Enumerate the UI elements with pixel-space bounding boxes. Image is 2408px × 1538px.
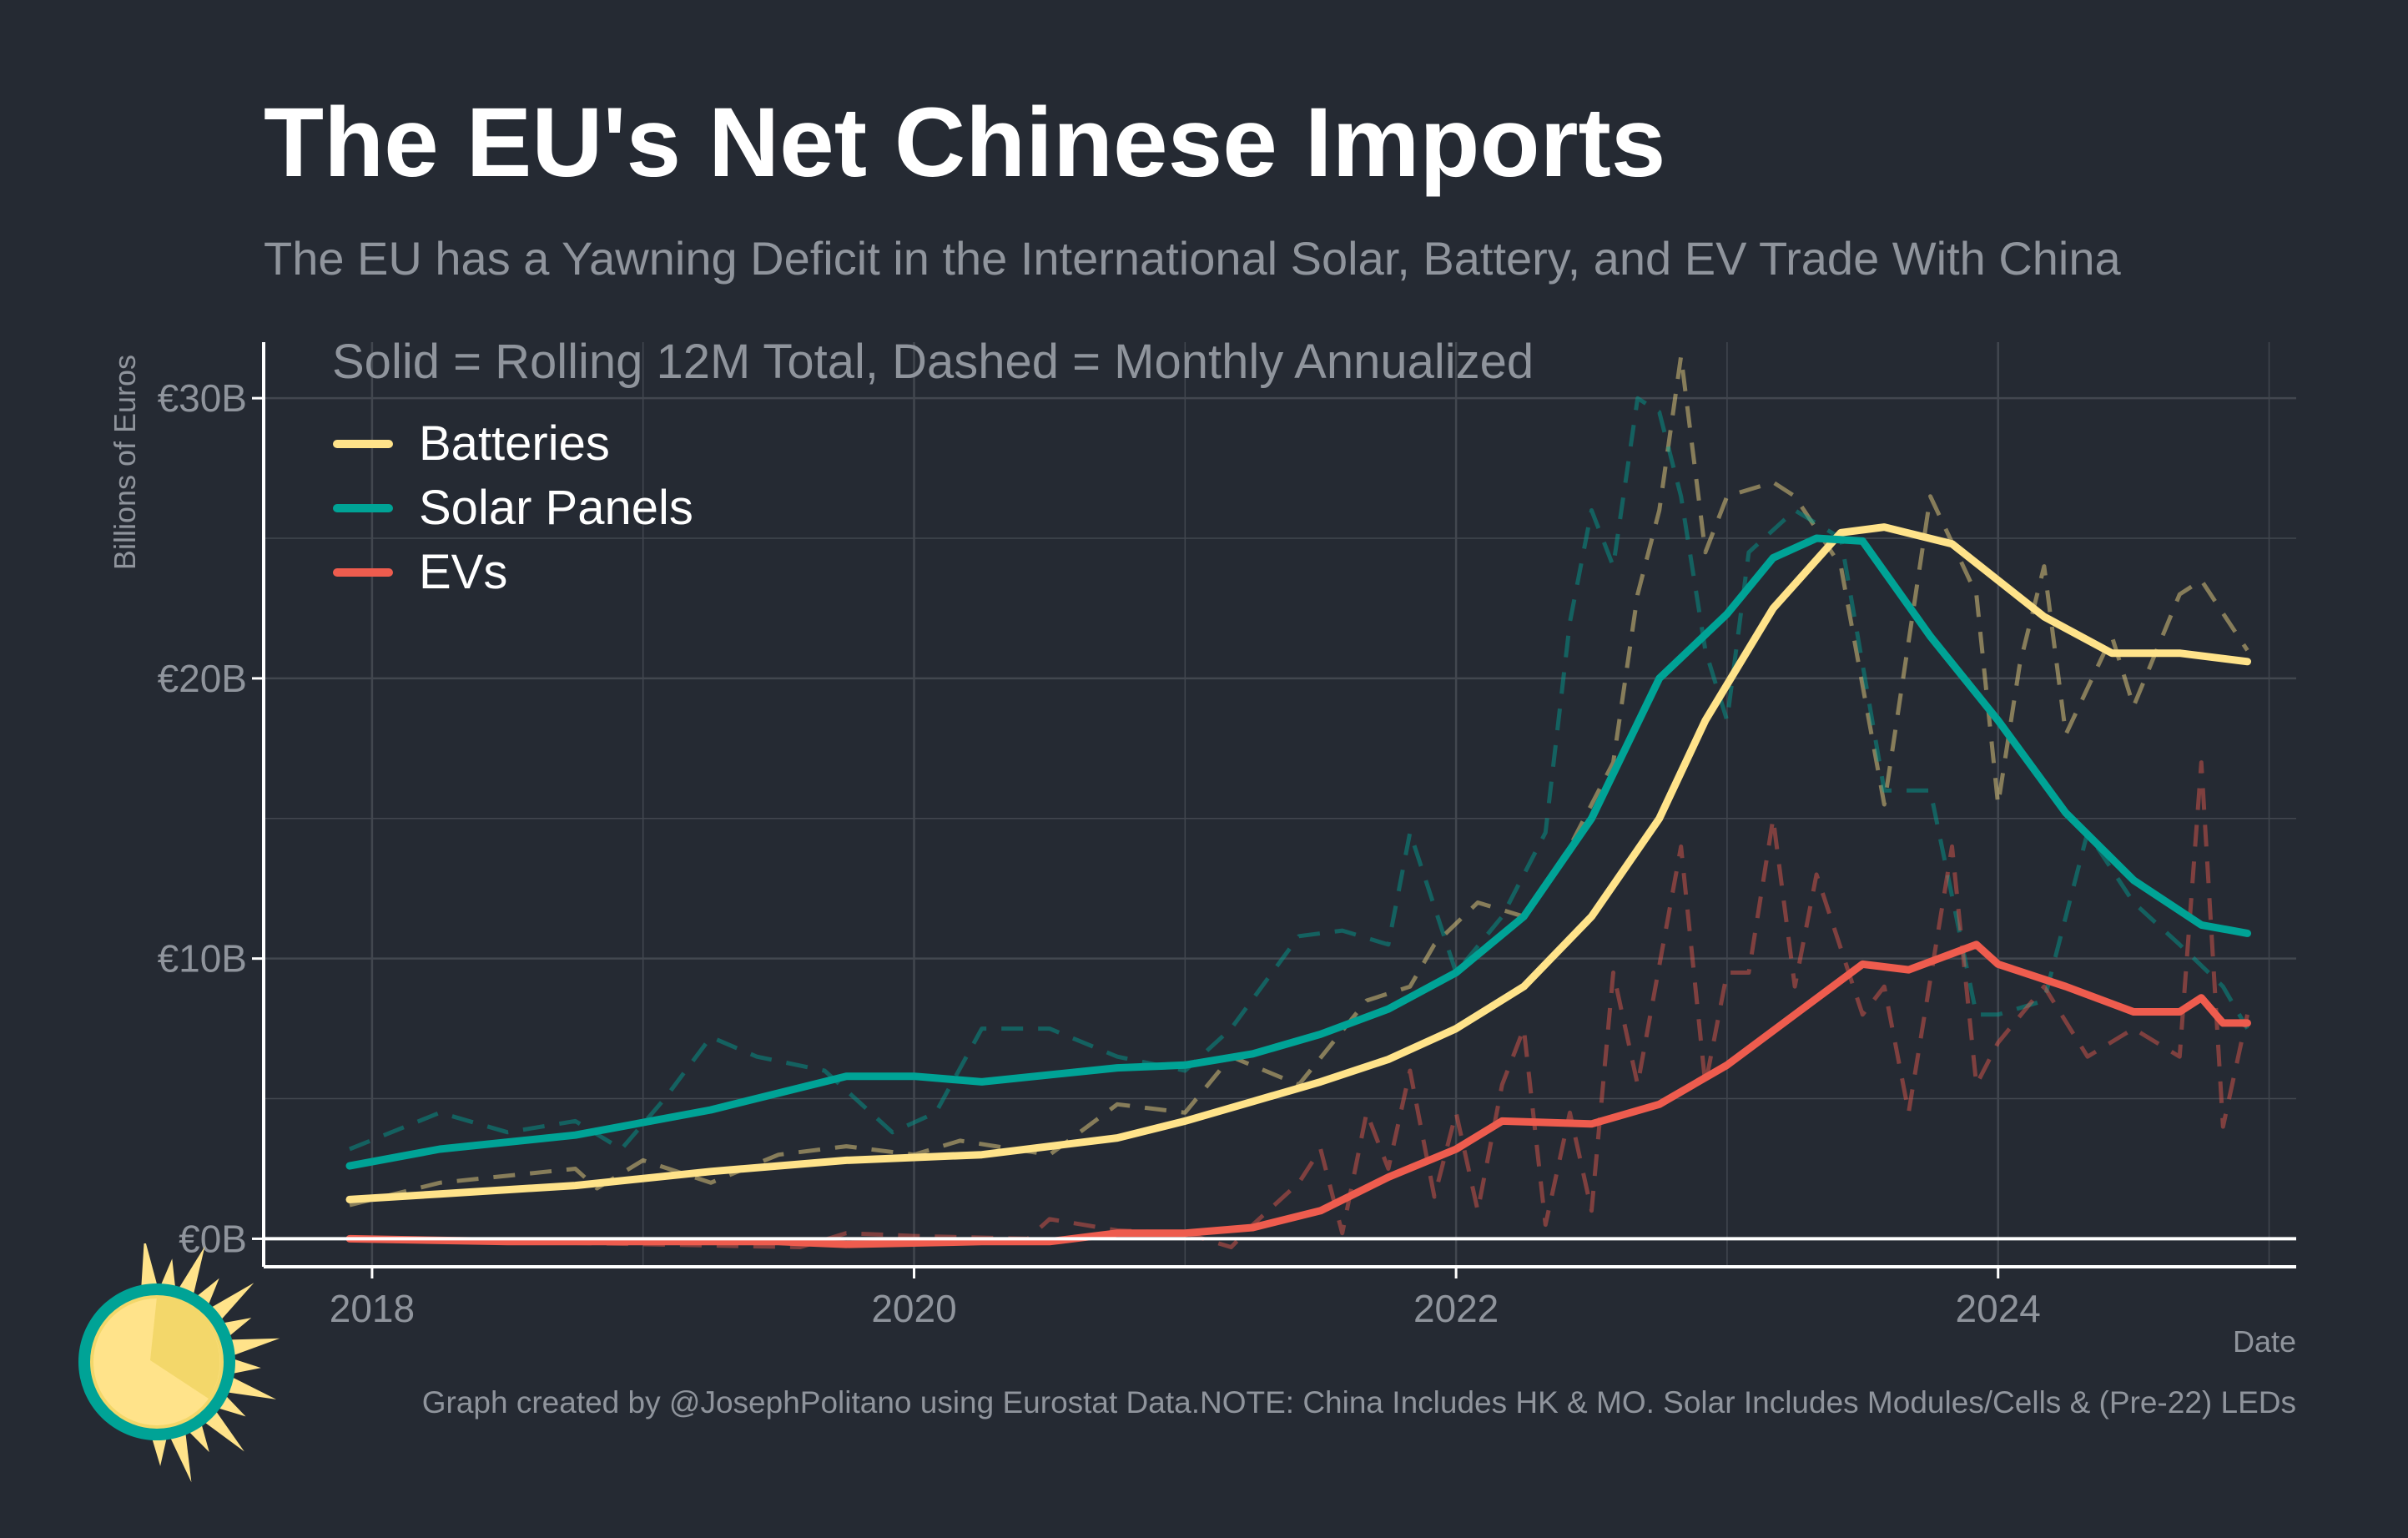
legend: Batteries Solar Panels EVs (333, 416, 693, 599)
sun-ray (223, 1338, 280, 1358)
y-axis-label: Billions of Euros (108, 355, 142, 570)
y-tick-label: €30B (158, 376, 247, 420)
sun-logo (78, 1243, 280, 1483)
x-axis-label: Date (2233, 1324, 2296, 1359)
sun-ray (140, 1243, 159, 1294)
source-caption: Graph created by @JosephPolitano using E… (421, 1385, 2296, 1419)
x-tick-label: 2022 (1413, 1287, 1499, 1330)
series-lines (345, 354, 2251, 1249)
chart-subtitle: The EU has a Yawning Deficit in the Inte… (264, 232, 2121, 285)
axis-labels: €0B €10B €20B €30B 2018 2020 2022 2024 Date Billi… (108, 335, 2296, 1359)
x-tick-label: 2018 (330, 1287, 415, 1330)
axes (252, 342, 2296, 1278)
y-tick-label: €20B (158, 657, 247, 700)
legend-label-solar-panels: Solar Panels (419, 481, 693, 535)
evs-line (345, 940, 2251, 1248)
sun-ray (220, 1374, 277, 1399)
batteries-line (345, 523, 2251, 1203)
x-tick-label: 2024 (1956, 1287, 2041, 1330)
logo-shade (150, 1297, 220, 1399)
line-style-annotation: Solid = Rolling 12M Total, Dashed = Mont… (332, 335, 1534, 389)
solar-panels-monthly-annualized-line (349, 396, 2249, 1152)
x-tick-label: 2020 (871, 1287, 956, 1330)
batteries-monthly-annualized-line (349, 354, 2249, 1208)
sun-ray (167, 1426, 192, 1483)
solar-panels-line (345, 534, 2251, 1170)
chart-title: The EU's Net Chinese Imports (264, 88, 1666, 198)
legend-label-evs: EVs (419, 545, 507, 599)
y-tick-label: €0B (179, 1217, 247, 1260)
legend-label-batteries: Batteries (419, 416, 610, 471)
y-tick-label: €10B (158, 937, 247, 981)
sun-ray (174, 1246, 205, 1302)
evs-monthly-annualized-line (349, 760, 2249, 1249)
